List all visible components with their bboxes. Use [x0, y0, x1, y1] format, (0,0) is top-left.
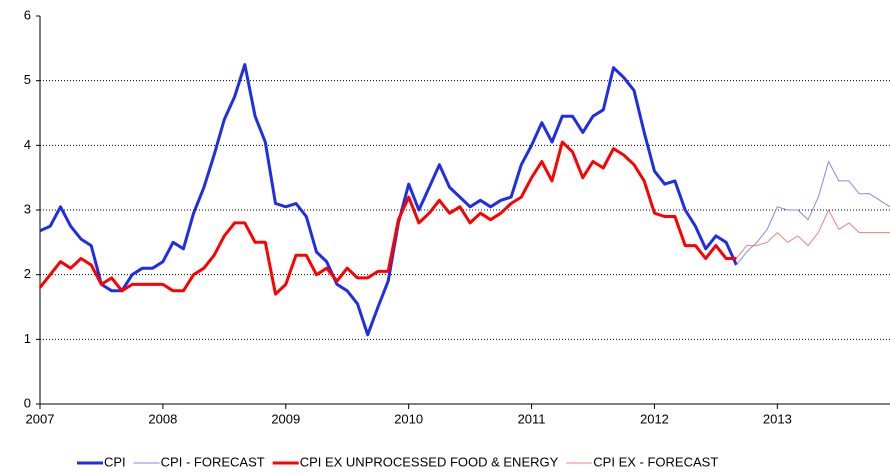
legend-label: CPI EX UNPROCESSED FOOD & ENERGY	[300, 454, 559, 469]
legend-label: CPI - FORECAST	[161, 454, 265, 469]
y-tick-label: 6	[24, 7, 31, 22]
series-line	[39, 63, 738, 337]
y-tick-label: 5	[24, 72, 31, 87]
legend-label: CPI EX - FORECAST	[593, 454, 718, 469]
y-tick-label: 2	[24, 266, 31, 281]
x-tick-label: 2011	[518, 411, 546, 426]
x-tick-label: 2009	[271, 411, 300, 426]
series-line	[736, 161, 890, 266]
series-line	[38, 140, 737, 296]
y-tick-label: 1	[24, 331, 31, 346]
x-tick-label: 2013	[763, 411, 792, 426]
y-tick-label: 4	[24, 137, 31, 152]
x-tick-label: 2008	[148, 411, 177, 426]
y-tick-label: 3	[24, 201, 31, 216]
x-tick-label: 2007	[26, 411, 55, 426]
x-tick-label: 2012	[640, 411, 669, 426]
y-tick-label: 0	[24, 395, 31, 410]
series-line	[736, 209, 890, 259]
x-tick-label: 2010	[394, 411, 423, 426]
legend-label: CPI	[104, 454, 126, 469]
